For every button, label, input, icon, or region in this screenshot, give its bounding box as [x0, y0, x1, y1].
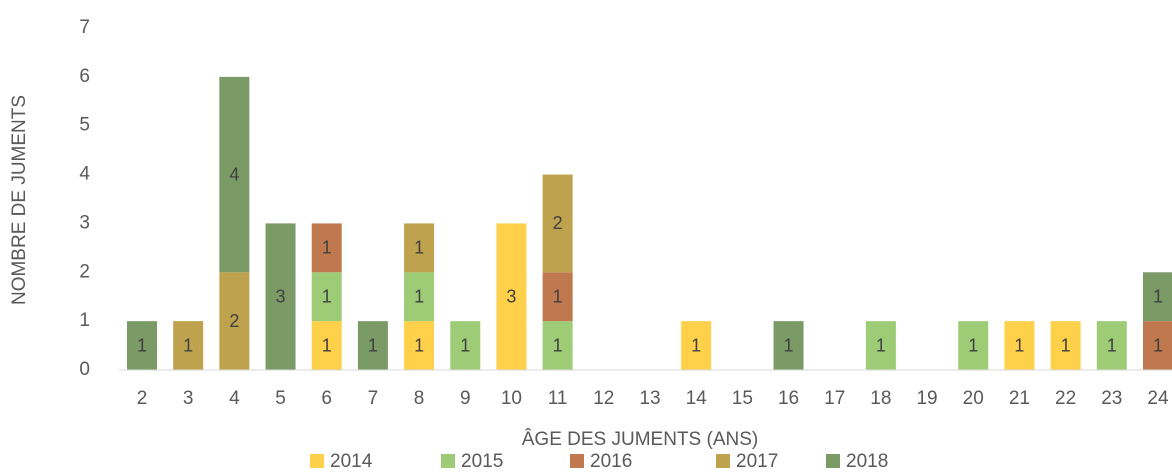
x-tick-label: 2	[137, 388, 148, 409]
x-tick-label: 20	[963, 388, 984, 409]
data-label: 1	[784, 335, 794, 355]
x-tick-label: 14	[686, 388, 708, 409]
y-tick-label: 6	[79, 66, 90, 87]
legend-swatch	[441, 454, 455, 468]
data-label: 3	[506, 286, 516, 306]
data-label: 2	[553, 213, 563, 233]
bar-segment	[542, 174, 573, 273]
data-label: 1	[414, 286, 424, 306]
legend-label: 2017	[736, 451, 778, 472]
bar-segment	[173, 321, 204, 370]
bar-segment	[311, 223, 342, 273]
data-label: 1	[322, 335, 332, 355]
x-tick-label: 6	[321, 388, 332, 409]
x-tick-label: 3	[183, 388, 194, 409]
bar-segment	[357, 321, 388, 370]
y-tick-label: 1	[79, 310, 90, 331]
legend-swatch	[310, 454, 324, 468]
bar-segment	[265, 223, 296, 370]
data-label: 1	[1107, 335, 1117, 355]
bar-segment	[311, 321, 342, 370]
bar-segment	[496, 223, 527, 370]
legend-swatch	[570, 454, 584, 468]
x-axis-title: ÂGE DES JUMENTS (ANS)	[522, 428, 758, 450]
x-tick-label: 23	[1101, 388, 1122, 409]
data-label: 1	[1014, 335, 1024, 355]
x-tick-label: 22	[1055, 388, 1076, 409]
bar-segment	[404, 272, 435, 322]
bar-segment	[865, 321, 896, 370]
x-tick-label: 9	[460, 388, 471, 409]
legend-label: 2016	[590, 451, 632, 472]
bar-segment	[404, 321, 435, 370]
data-label: 1	[1061, 335, 1071, 355]
bar-segment	[1096, 321, 1127, 370]
y-tick-label: 2	[79, 261, 90, 282]
bar-segment	[404, 223, 435, 273]
data-label: 1	[1153, 286, 1163, 306]
x-tick-label: 11	[548, 388, 568, 409]
bar-segment	[773, 321, 804, 370]
legend-label: 2014	[330, 451, 373, 472]
data-label: 1	[137, 335, 147, 355]
x-tick-label: 16	[778, 388, 799, 409]
bar-segment	[1050, 321, 1081, 370]
bar-segment	[542, 321, 573, 370]
data-label: 1	[322, 238, 332, 258]
x-tick-label: 7	[368, 388, 379, 409]
data-label: 1	[553, 286, 563, 306]
y-tick-label: 3	[79, 212, 90, 233]
data-label: 1	[183, 335, 193, 355]
x-tick-label: 17	[824, 388, 845, 409]
bar-segment	[311, 272, 342, 322]
y-tick-label: 5	[79, 115, 90, 136]
legend-label: 2015	[461, 451, 503, 472]
data-label: 1	[322, 286, 332, 306]
bar-segment	[219, 272, 250, 370]
x-tick-label: 4	[229, 388, 240, 409]
y-axis-title: NOMBRE DE JUMENTS	[9, 95, 30, 305]
x-tick-label: 8	[414, 388, 425, 409]
data-label: 1	[876, 335, 886, 355]
data-label: 1	[414, 335, 424, 355]
bar-segment	[127, 321, 157, 370]
x-tick-label: 13	[639, 388, 660, 409]
data-label: 4	[229, 164, 239, 184]
data-label: 1	[1153, 335, 1163, 355]
legend-label: 2018	[846, 451, 888, 472]
data-label: 1	[553, 335, 563, 355]
x-tick-label: 5	[275, 388, 286, 409]
x-tick-label: 12	[593, 388, 614, 409]
bar-segment	[1004, 321, 1035, 370]
data-label: 2	[229, 311, 239, 331]
y-tick-label: 7	[79, 17, 90, 38]
bar-segment	[542, 272, 573, 322]
x-tick-label: 24	[1147, 388, 1169, 409]
bar-segment	[958, 321, 989, 370]
x-tick-label: 21	[1009, 388, 1030, 409]
data-label: 3	[276, 286, 286, 306]
data-label: 1	[460, 335, 470, 355]
x-tick-label: 19	[916, 388, 937, 409]
bar-segment	[681, 321, 712, 370]
y-tick-label: 0	[79, 359, 90, 380]
bar-segment	[219, 76, 250, 273]
bar-segment	[1142, 321, 1172, 370]
data-label: 1	[368, 335, 378, 355]
bar-segment	[450, 321, 481, 370]
legend-swatch	[826, 454, 840, 468]
x-tick-label: 18	[870, 388, 891, 409]
data-label: 1	[968, 335, 978, 355]
data-label: 1	[414, 238, 424, 258]
x-tick-label: 10	[501, 388, 522, 409]
legend-swatch	[716, 454, 730, 468]
data-label: 1	[691, 335, 701, 355]
y-tick-label: 4	[79, 164, 90, 185]
x-tick-label: 15	[732, 388, 753, 409]
bar-segment	[1142, 272, 1172, 322]
